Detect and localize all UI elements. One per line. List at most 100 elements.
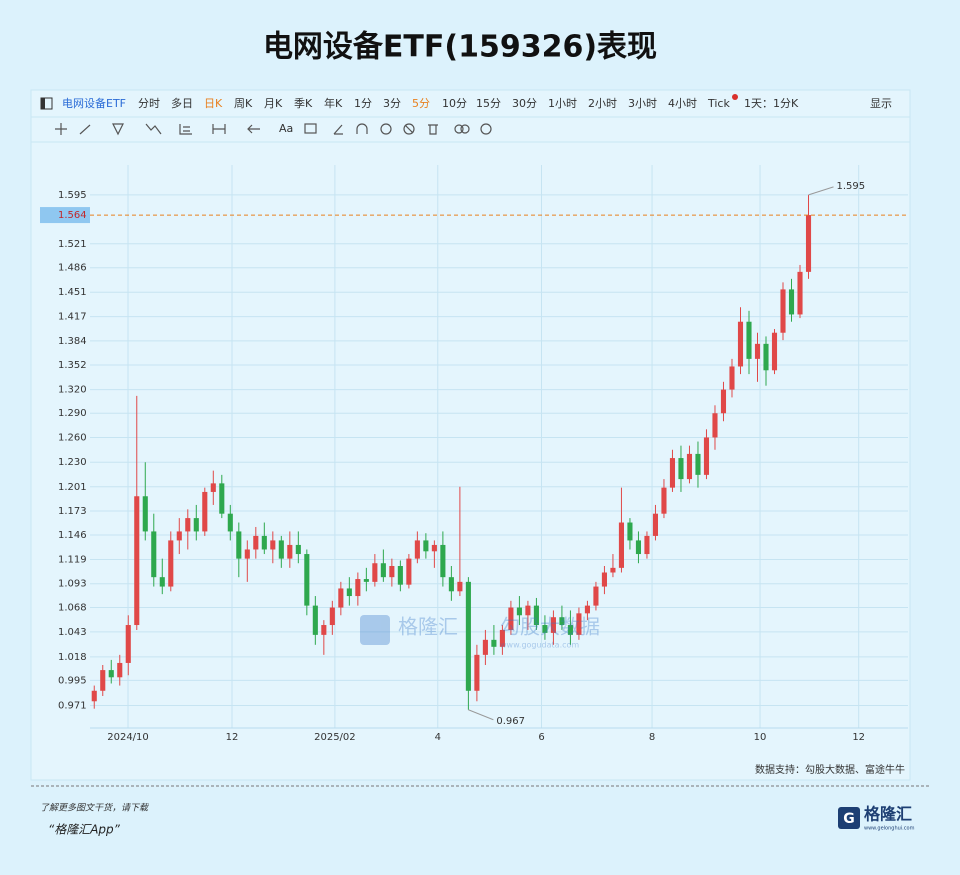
period[interactable]: 多日 (171, 96, 193, 110)
candle-body (652, 513, 659, 536)
candle-body (644, 535, 650, 555)
candle-body (712, 413, 718, 438)
y-tick-label: 1.018 (58, 652, 87, 663)
period[interactable]: 季K (294, 97, 313, 110)
period[interactable]: 日K (204, 97, 223, 110)
candle-body (304, 554, 310, 606)
candle-body (244, 549, 250, 559)
candle-body (321, 625, 327, 635)
period[interactable]: 30分 (512, 97, 537, 110)
source: 数据支持：勾股大数据、富途牛牛 (755, 763, 905, 776)
candle-body (550, 617, 556, 633)
candle-body (91, 690, 97, 702)
x-tick-label: 6 (538, 732, 544, 743)
candle-body (448, 577, 454, 592)
candle-body (576, 613, 582, 635)
display-menu[interactable]: 显示 (870, 97, 892, 110)
period[interactable]: 年K (324, 96, 343, 110)
footer-logo-url: www.gelonghui.com (864, 826, 915, 832)
period[interactable]: 1分 (354, 97, 372, 110)
candle-body (584, 605, 590, 614)
candle-body (108, 670, 114, 678)
move-tool[interactable] (55, 123, 67, 135)
compare-tool[interactable] (454, 124, 464, 134)
lock-tool[interactable] (380, 123, 392, 135)
candle-body (533, 605, 539, 626)
period[interactable]: 分时 (138, 97, 160, 110)
period[interactable]: 4小时 (668, 97, 697, 110)
hide-tool-slash (404, 124, 414, 134)
x-tick-label: 12 (852, 732, 865, 743)
watermark-brand: 格隆汇 (398, 615, 458, 639)
candle-body (669, 458, 676, 488)
candle-body (440, 544, 446, 578)
candle-body (499, 629, 505, 647)
watermark-logo (360, 615, 390, 645)
period[interactable]: 10分 (442, 97, 467, 110)
note-tool[interactable] (304, 123, 317, 134)
candle-body (151, 531, 157, 578)
fib-tool[interactable] (179, 124, 192, 135)
period[interactable]: 1小时 (548, 97, 577, 110)
line-tool[interactable] (79, 124, 91, 135)
y-tick-label: 1.119 (58, 555, 87, 566)
hide-tool[interactable] (403, 123, 415, 135)
period[interactable]: 15分 (476, 97, 501, 110)
y-tick-label: 1.290 (58, 408, 87, 419)
measure-tool[interactable] (212, 124, 226, 134)
candle-body (780, 289, 786, 333)
period[interactable]: 3小时 (628, 97, 657, 110)
settings-tool[interactable] (480, 123, 492, 135)
text-tool[interactable]: Aa (279, 122, 293, 135)
candle-body (236, 531, 242, 559)
candle-body (508, 607, 514, 630)
period[interactable]: 3分 (383, 97, 401, 110)
period[interactable]: 月K (264, 97, 283, 110)
candle-body (380, 563, 386, 578)
candle-body (610, 567, 616, 573)
y-tick-label: 1.352 (58, 360, 87, 371)
period[interactable]: Tick (707, 97, 730, 110)
footer-logo-icon (838, 807, 860, 829)
magnet-tool[interactable] (356, 123, 368, 134)
candle-body (720, 389, 727, 414)
y-tick-label: 1.173 (58, 506, 87, 517)
x-tick-label: 12 (226, 732, 239, 743)
symbol[interactable]: 电网设备ETF (62, 96, 126, 110)
period[interactable]: 5分 (412, 97, 430, 110)
candle-body (567, 625, 573, 635)
candle-body (185, 518, 191, 532)
footer-note: 了解更多图文干货，请下载 (40, 803, 149, 814)
candle-body (559, 617, 565, 626)
y-tick-label: 1.093 (58, 579, 87, 590)
candle-body (355, 579, 361, 597)
candle-body (295, 544, 301, 555)
candle-body (227, 513, 233, 532)
candle-body (635, 540, 642, 555)
footer-logo-g: G (843, 811, 855, 827)
drawing-tools (55, 123, 492, 136)
candle-body (125, 625, 131, 663)
period[interactable]: 2小时 (588, 97, 617, 110)
candle-body (219, 483, 225, 514)
candle-body (729, 366, 735, 390)
delete-tool[interactable] (428, 124, 438, 135)
arrow-tool[interactable] (247, 124, 260, 134)
watermark-url: www.gogudata.com (500, 641, 579, 650)
candle-body (431, 544, 437, 552)
candle-body (406, 558, 412, 585)
interval[interactable]: 1天：1分K (744, 97, 799, 110)
period[interactable]: 周K (234, 97, 253, 110)
wave-tool[interactable] (145, 123, 162, 135)
candle-body (491, 639, 497, 647)
candle-body (117, 662, 123, 678)
y-tick-label: 1.417 (58, 312, 87, 323)
max-label: 1.595 (837, 181, 866, 192)
channel-tool[interactable] (112, 123, 124, 136)
chart-title: 电网设备ETF(159326)表现 (263, 30, 657, 65)
angle-tool[interactable] (333, 124, 343, 135)
candle-body (686, 453, 693, 480)
y-tick-label: 1.043 (58, 627, 87, 638)
min-leader (468, 709, 494, 721)
y-tick-label: 1.521 (58, 239, 87, 250)
